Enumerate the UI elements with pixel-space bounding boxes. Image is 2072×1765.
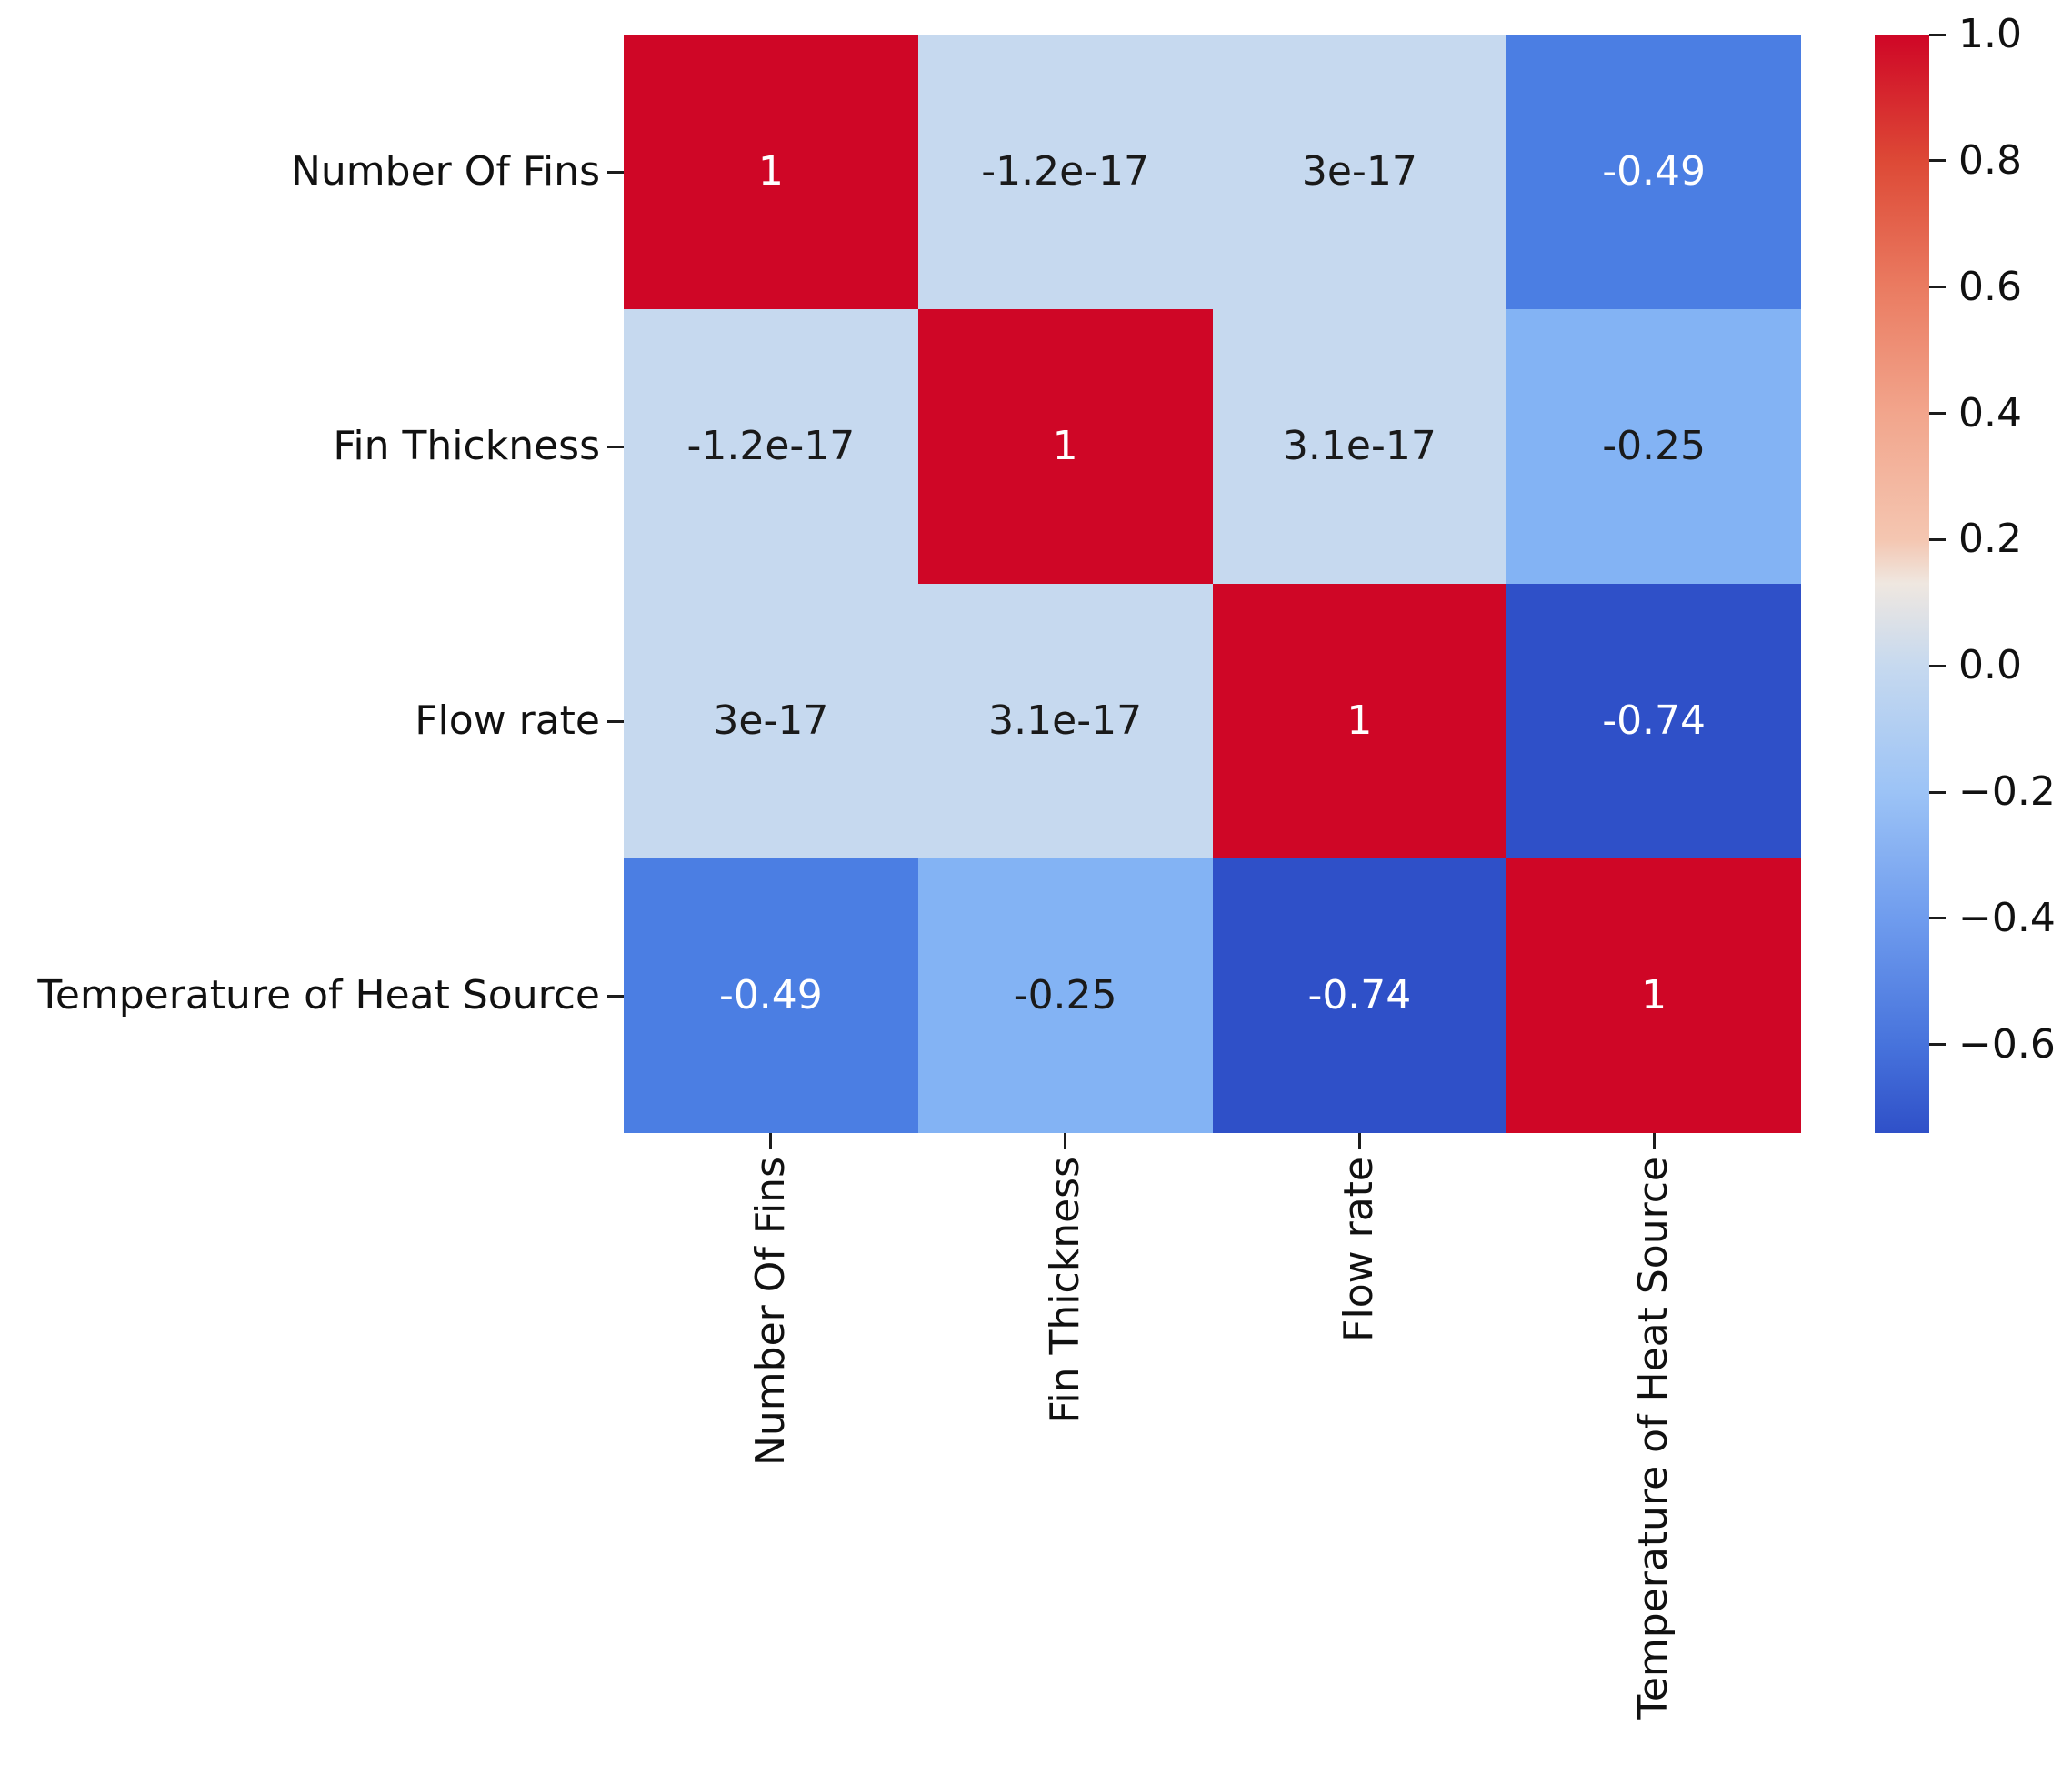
colorbar-tick-label: −0.4 xyxy=(1958,894,2056,941)
colorbar-tick-label: 0.4 xyxy=(1958,389,2022,436)
heatmap-cell-r1c1: 1 xyxy=(917,309,1213,584)
y-tick-label: Fin Thickness xyxy=(333,423,600,469)
colorbar-tick-label: 0.2 xyxy=(1958,516,2022,563)
heatmap-grid: 1 -1.2e-17 3e-17 -0.49 -1.2e-17 1 3.1e-17 -0.25… xyxy=(624,35,1801,1133)
x-tick-label: Number Of Fins xyxy=(746,1157,794,1466)
colorbar-tick-mark xyxy=(1929,537,1946,541)
x-tick-label: Flow rate xyxy=(1336,1157,1383,1342)
colorbar-tick-mark xyxy=(1929,917,1946,920)
heatmap-cell-r0c2: 3e-17 xyxy=(1212,35,1507,309)
x-tick-label: Temperature of Heat Source xyxy=(1630,1157,1677,1720)
heatmap-cell-r2c3: -0.74 xyxy=(1506,584,1801,858)
colorbar-tick-label: 0.6 xyxy=(1958,263,2022,310)
x-tick-mark xyxy=(769,1133,773,1149)
heatmap-cell-r2c0: 3e-17 xyxy=(624,584,918,858)
heatmap-cell-r0c0: 1 xyxy=(624,35,918,309)
heatmap-cell-r3c2: -0.74 xyxy=(1212,858,1507,1133)
heatmap-cell-r1c0: -1.2e-17 xyxy=(624,309,918,584)
colorbar-tick-mark xyxy=(1929,790,1946,794)
heatmap-cell-r1c3: -0.25 xyxy=(1506,309,1801,584)
colorbar-tick-mark xyxy=(1929,664,1946,667)
colorbar-tick-label: 0.0 xyxy=(1958,642,2022,689)
colorbar xyxy=(1875,35,1929,1133)
x-tick-mark xyxy=(1357,1133,1361,1149)
y-tick-label: Temperature of Heat Source xyxy=(37,972,600,1018)
heatmap-cell-r2c1: 3.1e-17 xyxy=(917,584,1213,858)
x-tick-mark xyxy=(1064,1133,1067,1149)
y-tick-label: Number Of Fins xyxy=(291,148,600,195)
colorbar-tick-mark xyxy=(1929,33,1946,36)
colorbar-tick-label: −0.2 xyxy=(1958,768,2056,816)
heatmap-cell-r3c0: -0.49 xyxy=(624,858,918,1133)
x-tick-label: Fin Thickness xyxy=(1041,1157,1088,1424)
heatmap-cell-r0c3: -0.49 xyxy=(1506,35,1801,309)
heatmap-cell-r0c1: -1.2e-17 xyxy=(917,35,1213,309)
y-tick-mark xyxy=(607,170,624,174)
x-tick-mark xyxy=(1652,1133,1656,1149)
heatmap-cell-r2c2: 1 xyxy=(1212,584,1507,858)
y-tick-label: Flow rate xyxy=(415,697,600,744)
heatmap-cell-r3c1: -0.25 xyxy=(917,858,1213,1133)
y-tick-mark xyxy=(607,719,624,723)
colorbar-tick-mark xyxy=(1929,286,1946,289)
heatmap-cell-r1c2: 3.1e-17 xyxy=(1212,309,1507,584)
colorbar-tick-mark xyxy=(1929,159,1946,163)
y-tick-mark xyxy=(607,445,624,448)
colorbar-tick-label: −0.6 xyxy=(1958,1020,2056,1068)
colorbar-tick-label: 1.0 xyxy=(1958,11,2022,57)
colorbar-tick-mark xyxy=(1929,412,1946,416)
colorbar-tick-mark xyxy=(1929,1043,1946,1047)
y-tick-mark xyxy=(607,994,624,998)
heatmap-cell-r3c3: 1 xyxy=(1506,858,1801,1133)
colorbar-tick-label: 0.8 xyxy=(1958,136,2022,184)
